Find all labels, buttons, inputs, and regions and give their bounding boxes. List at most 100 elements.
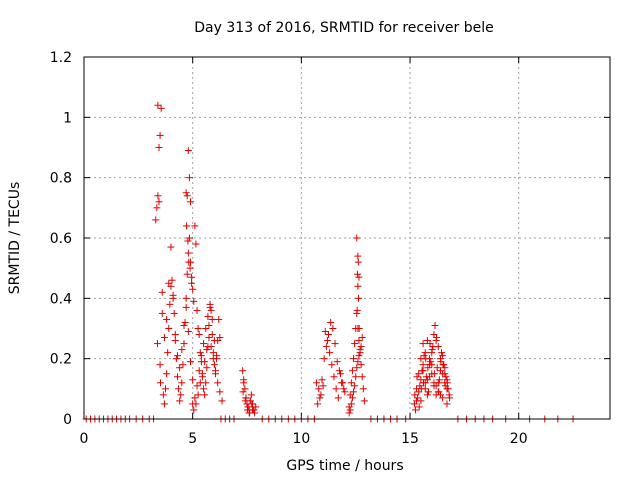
data-point — [420, 352, 428, 360]
data-point — [218, 397, 226, 405]
data-point — [420, 379, 428, 387]
data-point — [411, 391, 419, 399]
data-point — [411, 406, 419, 414]
data-point — [341, 388, 349, 396]
data-point — [188, 273, 196, 281]
data-point — [252, 403, 260, 411]
data-point — [246, 397, 254, 405]
data-point — [193, 306, 201, 314]
data-point — [442, 373, 450, 381]
data-point — [350, 388, 358, 396]
data-point — [336, 370, 344, 378]
data-point — [185, 258, 193, 266]
data-point — [433, 364, 441, 372]
data-point — [160, 334, 168, 342]
data-point — [156, 361, 164, 369]
data-point — [194, 325, 202, 332]
data-point — [184, 237, 192, 245]
data-point — [325, 331, 333, 339]
data-point — [441, 364, 449, 372]
data-point — [354, 282, 362, 290]
data-point — [208, 331, 216, 339]
data-point — [326, 349, 334, 357]
data-point — [154, 101, 162, 109]
data-point — [353, 270, 361, 278]
data-point — [419, 340, 427, 348]
data-point — [331, 340, 339, 348]
data-point — [200, 340, 208, 348]
data-point — [181, 318, 189, 326]
data-point — [353, 306, 361, 314]
data-point — [443, 379, 451, 387]
data-point — [419, 361, 427, 369]
data-point — [207, 343, 215, 351]
data-point — [350, 355, 358, 363]
y-tick-label: 0.8 — [50, 171, 72, 187]
data-point — [157, 379, 165, 387]
data-point — [330, 373, 338, 381]
data-point — [180, 340, 188, 348]
data-point — [357, 343, 365, 351]
data-point — [329, 325, 337, 332]
data-point — [435, 376, 443, 384]
data-point — [423, 376, 431, 384]
data-point — [189, 285, 197, 293]
data-point — [163, 370, 171, 378]
data-point — [348, 394, 356, 402]
data-point — [182, 294, 190, 302]
data-point — [182, 189, 190, 197]
data-point — [245, 409, 253, 417]
data-point — [195, 331, 203, 339]
data-point — [214, 379, 222, 387]
data-point — [422, 355, 430, 363]
data-point — [185, 234, 193, 242]
data-point — [348, 367, 356, 375]
data-point — [157, 104, 165, 112]
data-point — [195, 367, 203, 375]
data-point — [212, 367, 219, 375]
data-point — [204, 312, 212, 320]
data-point — [248, 406, 256, 414]
data-point — [353, 364, 361, 372]
data-point — [207, 306, 215, 314]
data-point — [355, 273, 363, 281]
data-point — [346, 406, 354, 414]
data-point — [247, 391, 255, 399]
data-point — [198, 370, 206, 378]
data-point — [413, 373, 421, 381]
data-point — [333, 358, 341, 366]
data-point — [155, 198, 163, 206]
data-point — [189, 376, 197, 384]
y-tick-label: 0.6 — [50, 231, 72, 247]
data-point — [165, 279, 173, 287]
data-point — [328, 361, 336, 369]
data-point — [357, 361, 365, 369]
data-point — [175, 385, 183, 393]
data-point — [353, 234, 361, 242]
y-tick-label: 1 — [63, 110, 72, 126]
x-tick-label: 5 — [188, 431, 197, 447]
data-point — [194, 391, 202, 399]
data-point — [192, 240, 200, 248]
data-point — [244, 403, 252, 411]
data-point — [430, 370, 438, 378]
data-point — [424, 364, 432, 372]
data-point — [184, 249, 192, 257]
data-point — [359, 385, 367, 393]
data-point — [322, 343, 330, 351]
y-tick-label: 0.2 — [50, 352, 72, 368]
data-point — [351, 340, 359, 348]
data-point — [163, 315, 171, 323]
data-point — [160, 400, 168, 408]
data-point — [193, 382, 201, 390]
data-point — [200, 385, 208, 393]
y-axis-label: SRMTID / TECUs — [7, 182, 23, 295]
data-point — [239, 388, 247, 396]
data-point — [183, 222, 191, 230]
data-point — [187, 198, 195, 206]
data-point — [152, 216, 160, 224]
data-point — [197, 352, 205, 360]
data-point — [191, 222, 199, 230]
y-tick-label: 1.2 — [50, 50, 72, 66]
data-point — [439, 361, 447, 369]
